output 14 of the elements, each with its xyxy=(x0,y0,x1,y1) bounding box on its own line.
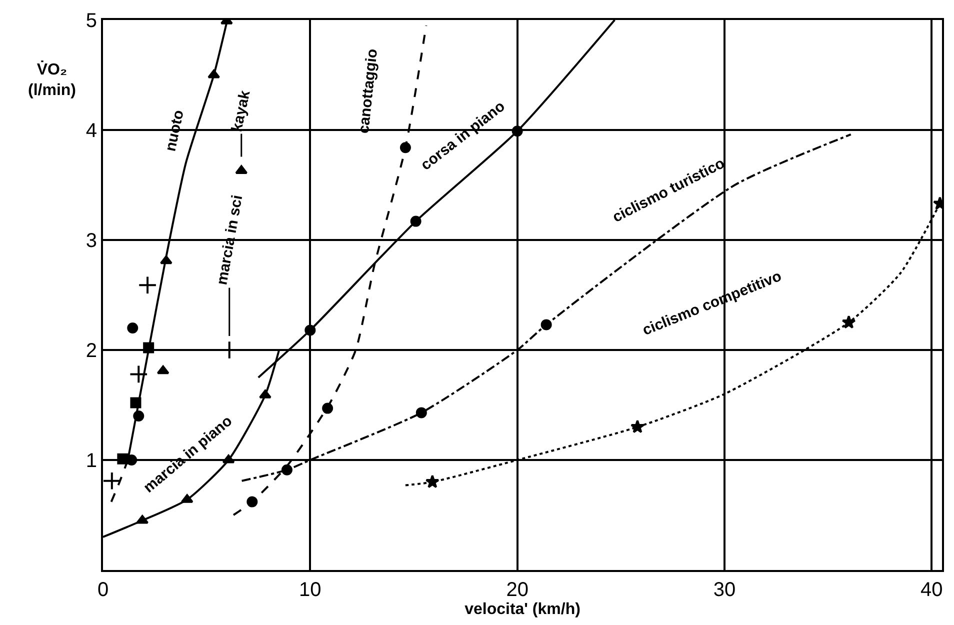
x-tick-label: 0 xyxy=(97,579,109,601)
annotation: canottaggio xyxy=(355,48,382,134)
y-tick-label: 4 xyxy=(86,120,97,142)
y-tick-label: 1 xyxy=(86,450,97,472)
y-tick-label: 2 xyxy=(86,340,97,362)
y-tick-label: 5 xyxy=(86,10,97,32)
x-tick-label: 20 xyxy=(506,579,528,601)
x-tick-label: 40 xyxy=(920,579,943,601)
x-tick-label: 30 xyxy=(713,579,736,601)
x-axis-title: velocita' (km/h) xyxy=(464,601,580,618)
annotation: nuoto xyxy=(162,108,188,153)
y-axis-title: V̇O₂ (l/min) xyxy=(28,60,76,100)
y-tick-label: 3 xyxy=(86,230,97,252)
x-tick-label: 10 xyxy=(299,579,322,601)
